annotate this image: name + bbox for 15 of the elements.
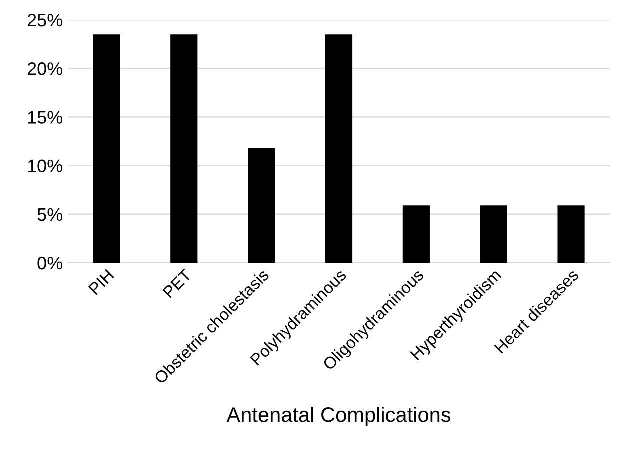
bar bbox=[325, 34, 353, 263]
x-axis-title: Antenatal Complications bbox=[226, 407, 451, 426]
y-tick-label: 20% bbox=[28, 62, 62, 76]
y-tick-label: 0% bbox=[38, 256, 62, 270]
y-tick-label: 15% bbox=[28, 111, 62, 124]
bar bbox=[170, 34, 198, 263]
bar bbox=[402, 206, 430, 263]
x-tick-label: PIH bbox=[88, 269, 114, 296]
y-tick-label: 5% bbox=[38, 208, 62, 222]
bar bbox=[558, 206, 585, 263]
y-tick-label: 10% bbox=[28, 160, 62, 173]
bar bbox=[480, 206, 508, 263]
bar bbox=[93, 34, 120, 263]
y-tick-label: 25% bbox=[28, 14, 62, 27]
bar bbox=[248, 148, 276, 263]
